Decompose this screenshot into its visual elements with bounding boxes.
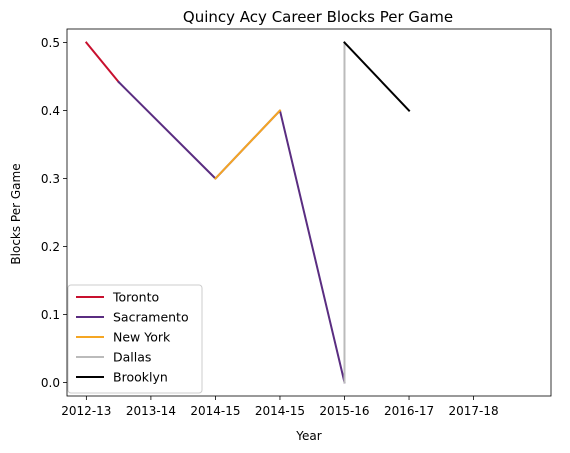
chart-title: Quincy Acy Career Blocks Per Game (183, 8, 453, 26)
legend-box (67, 284, 203, 394)
y-tick-label: 0.4 (41, 104, 60, 118)
x-tick-label: 2014-15 (190, 404, 240, 418)
series-line-new-york (214, 109, 282, 180)
plot-frame (66, 28, 552, 397)
x-axis-label: Year (295, 429, 321, 443)
legend-label: Toronto (112, 290, 159, 305)
y-tick-label: 0.2 (41, 240, 60, 254)
series-line-toronto (84, 41, 121, 84)
series-line-brooklyn (343, 41, 411, 112)
legend-label: New York (113, 330, 171, 345)
x-tick-label: 2015-16 (319, 404, 369, 418)
x-tick-label: 2016-17 (384, 404, 434, 418)
y-tick-label: 0.0 (41, 376, 60, 390)
series-layer (84, 41, 411, 384)
x-tick-label: 2013-14 (126, 404, 176, 418)
y-tick-label: 0.1 (41, 308, 60, 322)
x-tick-label: 2014-15 (255, 404, 305, 418)
x-tick-label: 2017-18 (448, 404, 498, 418)
legend: Toronto Sacramento New York Dallas Brooklyn (67, 284, 203, 394)
y-tick-label: 0.5 (41, 36, 60, 50)
legend-label: Dallas (113, 350, 151, 365)
axis-layer: 2012-13 2013-14 2014-15 2014-15 2015-16 2016-… (41, 28, 552, 418)
y-tick-label: 0.3 (41, 172, 60, 186)
legend-label: Sacramento (113, 310, 189, 325)
y-axis-label: Blocks Per Game (9, 163, 23, 264)
x-tick-label: 2012-13 (61, 404, 111, 418)
legend-label: Brooklyn (113, 370, 168, 385)
